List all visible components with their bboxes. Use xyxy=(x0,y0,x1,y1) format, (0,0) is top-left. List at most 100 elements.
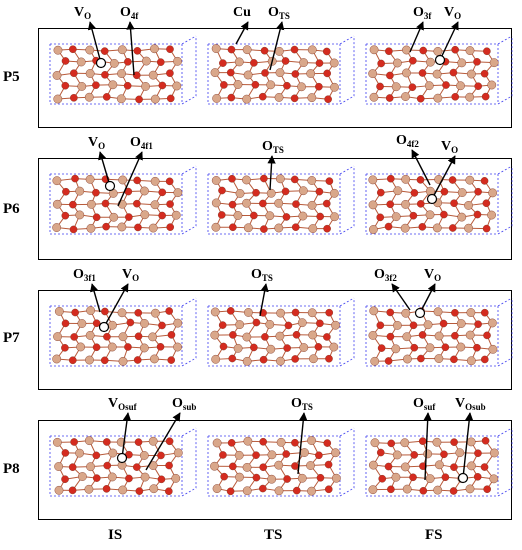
cerium-atom xyxy=(148,70,158,80)
cerium-atom xyxy=(457,188,467,197)
oxygen-atom xyxy=(290,175,299,184)
cerium-atom xyxy=(297,318,307,328)
oxygen-atom xyxy=(217,211,226,219)
oxygen-atom xyxy=(226,68,235,77)
cerium-atom xyxy=(173,448,183,458)
panel-row-p5 xyxy=(38,28,512,128)
oxygen-atom xyxy=(451,308,459,317)
oxygen-atom xyxy=(250,59,258,67)
oxygen-atom xyxy=(218,186,226,195)
cerium-atom xyxy=(402,68,411,78)
column-label-is: IS xyxy=(108,527,123,543)
cerium-atom xyxy=(466,69,476,79)
cerium-atom xyxy=(306,69,316,78)
oxygen-atom xyxy=(135,487,144,495)
annotation-label: Osub xyxy=(172,396,197,412)
oxygen-atom xyxy=(322,47,331,56)
row-label-p8: P8 xyxy=(3,461,20,477)
unit-cell-outline xyxy=(207,165,355,235)
oxygen-atom xyxy=(92,81,100,89)
pointer-arrow xyxy=(98,151,111,187)
cerium-atom xyxy=(464,201,473,210)
cerium-atom xyxy=(433,93,443,103)
oxygen-atom xyxy=(101,307,109,316)
oxygen-atom xyxy=(103,332,111,341)
cerium-atom xyxy=(298,186,308,196)
cerium-atom xyxy=(275,174,285,184)
unit-cell-outline xyxy=(207,297,355,367)
cerium-atom xyxy=(109,59,119,68)
oxygen-atom xyxy=(252,318,261,327)
oxygen-atom xyxy=(387,485,395,494)
cerium-atom xyxy=(425,474,435,484)
cerium-atom xyxy=(85,174,95,184)
cerium-atom xyxy=(265,211,275,221)
oxygen-atom xyxy=(323,333,331,341)
cerium-atom xyxy=(308,224,318,233)
cerium-atom xyxy=(85,330,95,340)
oxygen-atom xyxy=(252,473,261,482)
cerium-atom xyxy=(267,474,277,484)
cerium-atom xyxy=(266,188,276,198)
oxygen-atom xyxy=(419,462,427,470)
oxygen-atom xyxy=(220,81,228,89)
cerium-atom xyxy=(276,437,286,447)
cerium-atom xyxy=(457,212,467,222)
cerium-atom xyxy=(276,356,285,366)
cerium-atom xyxy=(210,307,220,317)
oxygen-atom xyxy=(61,344,69,352)
slab-structure xyxy=(207,35,355,105)
oxygen-atom xyxy=(291,308,300,317)
oxygen-atom xyxy=(483,331,491,340)
cerium-atom xyxy=(242,356,252,366)
oxygen-atom xyxy=(133,47,142,55)
cerium-atom xyxy=(84,436,94,446)
annotation-label: O3f xyxy=(413,5,432,21)
cerium-atom xyxy=(306,461,315,470)
vacancy-marker xyxy=(434,54,446,66)
oxygen-atom xyxy=(409,211,418,220)
slab-structure xyxy=(207,297,355,367)
oxygen-atom xyxy=(61,211,70,220)
cerium-atom xyxy=(307,486,316,496)
cerium-atom xyxy=(86,199,96,209)
cerium-atom xyxy=(465,175,475,185)
cerium-atom xyxy=(211,44,221,53)
cerium-atom xyxy=(212,438,222,448)
unit-cell-outline xyxy=(365,35,513,105)
cerium-atom xyxy=(235,472,244,482)
oxygen-atom xyxy=(100,47,109,55)
oxygen-atom xyxy=(133,199,141,208)
cerium-atom xyxy=(234,450,244,460)
cerium-atom xyxy=(274,198,284,208)
cerium-atom xyxy=(432,223,442,233)
cerium-atom xyxy=(465,46,475,56)
oxygen-atom xyxy=(314,343,323,351)
vacancy-marker xyxy=(116,452,128,464)
cerium-atom xyxy=(243,436,253,446)
oxygen-atom xyxy=(292,330,301,339)
oxygen-atom xyxy=(259,437,267,446)
cerium-atom xyxy=(400,223,410,233)
oxygen-atom xyxy=(102,222,110,231)
cerium-atom xyxy=(465,484,475,494)
oxygen-atom xyxy=(258,92,267,101)
cerium-atom xyxy=(488,344,498,354)
cerium-atom xyxy=(487,80,497,90)
oxygen-atom xyxy=(284,321,293,330)
cerium-atom xyxy=(456,81,465,91)
oxygen-atom xyxy=(165,177,174,186)
cerium-atom xyxy=(107,472,117,482)
oxygen-atom xyxy=(135,95,143,104)
oxygen-atom xyxy=(259,199,267,208)
oxygen-atom xyxy=(62,187,70,196)
column-label-fs: FS xyxy=(425,527,443,543)
cerium-atom xyxy=(265,320,275,329)
cerium-atom xyxy=(235,189,245,198)
cerium-atom xyxy=(211,198,221,208)
cerium-atom xyxy=(331,473,341,483)
annotation-label: O4f2 xyxy=(396,133,419,149)
oxygen-atom xyxy=(451,45,459,54)
cerium-atom xyxy=(53,332,62,342)
cerium-atom xyxy=(370,356,380,366)
